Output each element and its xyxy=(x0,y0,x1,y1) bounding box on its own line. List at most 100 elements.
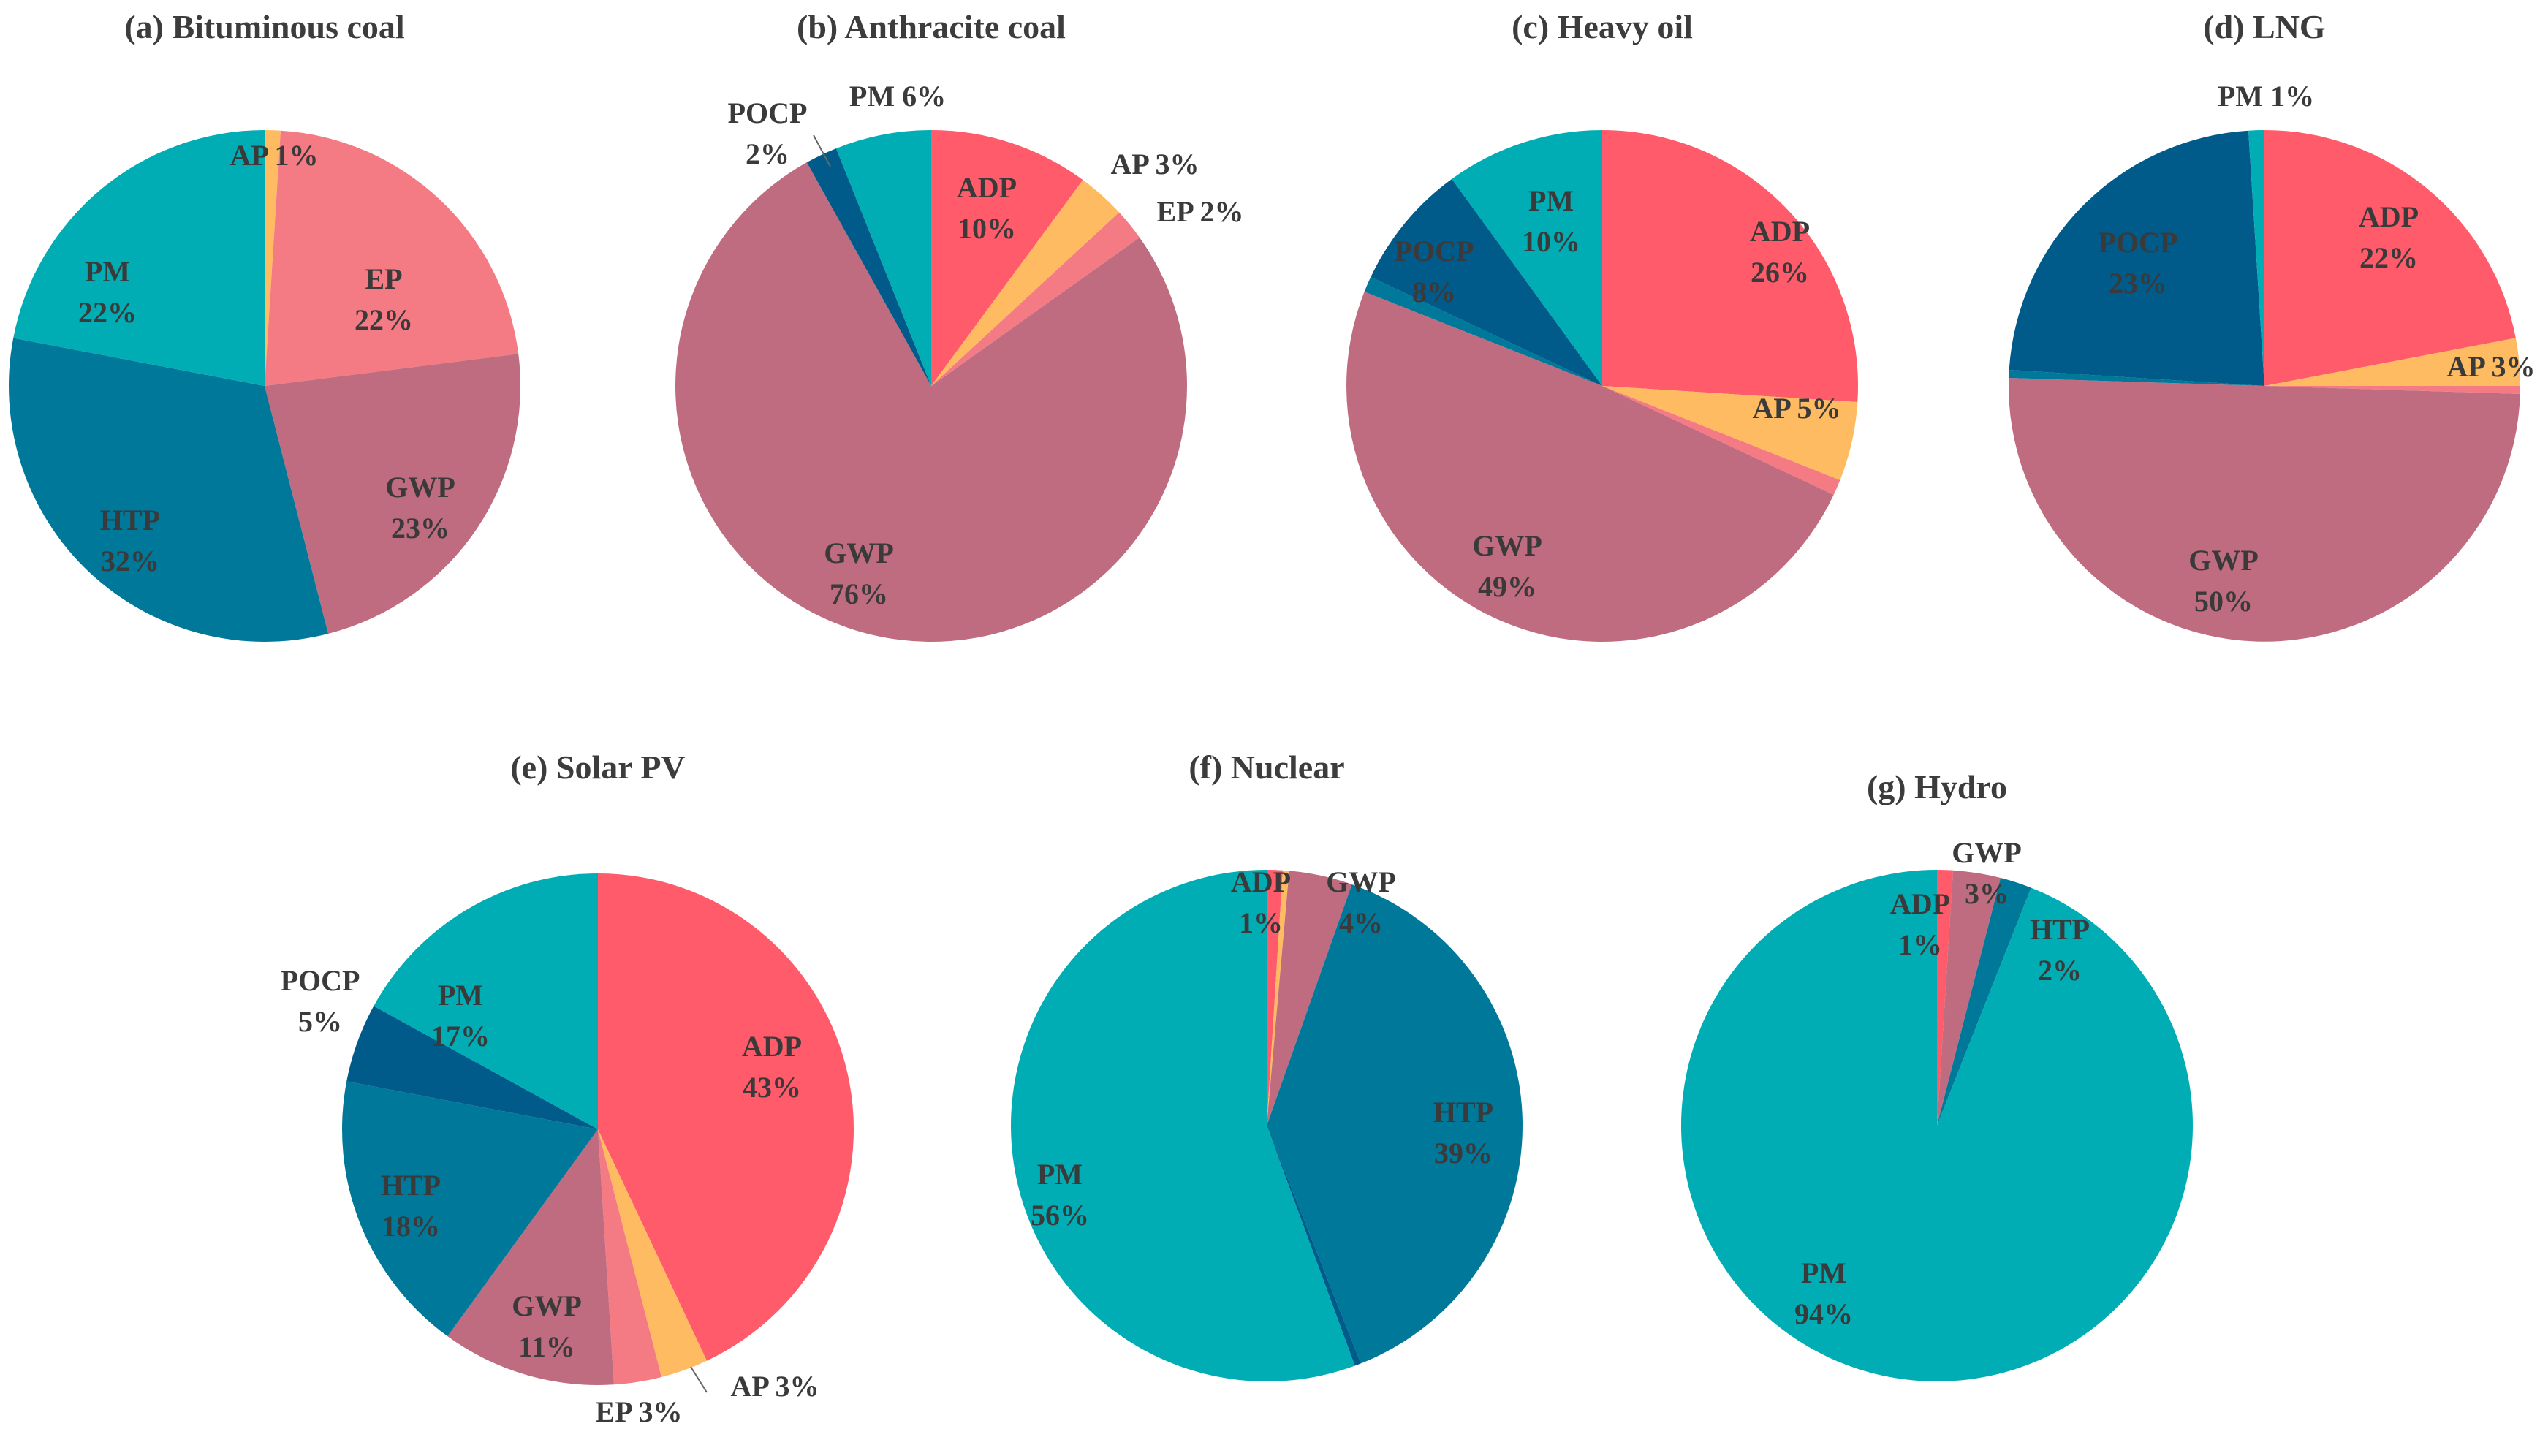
slice-label-ap: AP 1% xyxy=(230,139,318,172)
slice-label-line: 22% xyxy=(355,303,413,336)
pie-nuclear: (f) Nuclear ADP 1% GWP 4% HTP 39% PM 56% xyxy=(1011,748,1523,1381)
slice-ap xyxy=(931,180,1120,386)
slice-label-line: PM xyxy=(1528,184,1574,217)
slice-ap xyxy=(1602,386,1858,480)
slice-label-ap: AP 3% xyxy=(2446,350,2535,383)
slice-label-line: HTP xyxy=(100,504,160,536)
slice-adp xyxy=(598,873,854,1361)
slice-ap xyxy=(598,1129,708,1377)
slice-label-line: ADP xyxy=(957,171,1017,204)
slice-gwp xyxy=(1346,292,1834,642)
slice-label-line: PM xyxy=(1037,1158,1083,1191)
slice-label-line: ADP xyxy=(742,1030,802,1063)
slice-pocp xyxy=(1267,1126,1361,1366)
slice-pm xyxy=(1452,130,1602,386)
slice-htp xyxy=(9,338,329,642)
slice-label-pocp: POCP 2% xyxy=(728,96,808,170)
slice-ap xyxy=(1267,870,1289,1126)
slice-ep xyxy=(1602,386,1840,496)
slice-label-line: 26% xyxy=(1751,256,1809,289)
slice-label-line: 56% xyxy=(1031,1199,1089,1232)
slice-label-htp: HTP 32% xyxy=(100,504,160,577)
slice-label-line: ADP xyxy=(1890,887,1950,920)
slice-label-line: PM xyxy=(85,255,130,288)
slice-label-line: 50% xyxy=(2194,585,2253,618)
slice-label-line: GWP xyxy=(824,536,894,569)
slice-label-line: ADP xyxy=(1750,215,1810,248)
leader-line xyxy=(690,1366,708,1393)
slice-label-htp: HTP 39% xyxy=(1433,1096,1493,1169)
slice-label-line: POCP xyxy=(1395,235,1474,268)
slice-label-line: EP xyxy=(365,262,402,295)
slice-htp xyxy=(342,1081,598,1337)
slice-label-line: POCP xyxy=(2099,226,2178,259)
slice-htp xyxy=(1267,884,1523,1364)
slice-label-line: GWP xyxy=(2188,544,2259,577)
slice-label-gwp: GWP 49% xyxy=(1472,529,1542,603)
slice-label-line: 3% xyxy=(1965,877,2009,910)
slice-label-line: 43% xyxy=(743,1071,801,1104)
slice-label-line: 23% xyxy=(391,512,450,545)
chart-title: (a) Bituminous coal xyxy=(124,8,404,45)
slice-ep xyxy=(2264,386,2520,394)
slice-label-line: 32% xyxy=(101,545,159,577)
slice-label-line: HTP xyxy=(1433,1096,1493,1129)
slice-label-line: 22% xyxy=(78,296,137,329)
chart-title: (g) Hydro xyxy=(1867,768,2007,805)
slice-ep xyxy=(931,212,1140,386)
slice-label-line: GWP xyxy=(1472,529,1542,562)
slice-label-line: PM xyxy=(438,979,483,1012)
slice-label-line: 39% xyxy=(1434,1137,1493,1169)
slice-label-pocp: POCP 23% xyxy=(2099,226,2178,300)
slice-label-line: HTP xyxy=(2030,913,2090,946)
slice-pocp xyxy=(806,148,931,386)
slice-label-line: 4% xyxy=(1339,906,1383,939)
slice-label-gwp: GWP 4% xyxy=(1326,865,1396,939)
slice-label-line: 18% xyxy=(382,1210,440,1243)
slice-gwp xyxy=(447,1129,614,1386)
slice-label-htp: HTP 18% xyxy=(381,1169,441,1243)
slice-label-line: 11% xyxy=(518,1330,575,1363)
slice-label-line: 10% xyxy=(958,212,1016,245)
pie-bituminous-coal: (a) Bituminous coal AP 1% EP 22% GWP 23% HTP 32… xyxy=(9,8,520,642)
slice-label-ep: EP 2% xyxy=(1157,195,1244,228)
slice-label-ap: AP 5% xyxy=(1752,392,1840,425)
slice-label-line: 5% xyxy=(298,1005,342,1038)
slice-label-gwp: GWP 50% xyxy=(2188,544,2259,618)
slice-label-line: POCP xyxy=(281,964,360,997)
slice-label-line: GWP xyxy=(385,471,455,504)
pie-lng: (d) LNG ADP 22% AP 3% GWP 50% POCP 23% PM 1% xyxy=(2009,8,2536,642)
slice-label-line: 94% xyxy=(1794,1297,1853,1330)
slice-gwp xyxy=(1937,870,2001,1126)
slice-label-adp: ADP 1% xyxy=(1231,865,1291,939)
slice-gwp xyxy=(675,162,1187,642)
slice-adp xyxy=(1937,870,1953,1126)
slice-label-adp: ADP 22% xyxy=(2359,200,2419,274)
chart-title: (b) Anthracite coal xyxy=(797,8,1066,45)
slice-label-htp: HTP 2% xyxy=(2030,913,2090,987)
slice-label-gwp: GWP 11% xyxy=(512,1289,582,1363)
slice-pm xyxy=(835,130,931,386)
slice-label-pm: PM 94% xyxy=(1794,1256,1853,1330)
slice-label-line: 2% xyxy=(2038,954,2082,987)
slice-label-line: GWP xyxy=(1326,865,1396,898)
slice-adp xyxy=(1267,870,1283,1126)
slice-label-line: POCP xyxy=(728,96,808,129)
slice-label-line: PM xyxy=(1801,1256,1846,1289)
pie-heavy-oil: (c) Heavy oil ADP 26% AP 5% GWP 49% POCP 8% PM 10… xyxy=(1346,8,1859,642)
slice-label-line: HTP xyxy=(381,1169,441,1202)
slice-label-gwp: GWP 23% xyxy=(385,471,455,545)
slice-adp xyxy=(2264,130,2516,386)
chart-title: (f) Nuclear xyxy=(1189,748,1344,786)
slice-ap xyxy=(265,130,281,386)
slice-label-line: GWP xyxy=(512,1289,582,1322)
slice-adp xyxy=(1602,130,1859,402)
pie-anthracite-coal: (b) Anthracite coal ADP 10% AP 3% EP 2% GWP 76… xyxy=(675,8,1243,642)
pie-solar-pv: (e) Solar PV ADP 43% AP 3% EP 3% GWP 11% HTP 18%… xyxy=(281,748,854,1428)
slice-htp xyxy=(1937,878,2031,1126)
slice-label-pocp: POCP 8% xyxy=(1395,235,1474,308)
slice-pm xyxy=(1011,870,1355,1381)
slice-ep xyxy=(265,130,519,386)
slice-pm xyxy=(2248,130,2264,386)
